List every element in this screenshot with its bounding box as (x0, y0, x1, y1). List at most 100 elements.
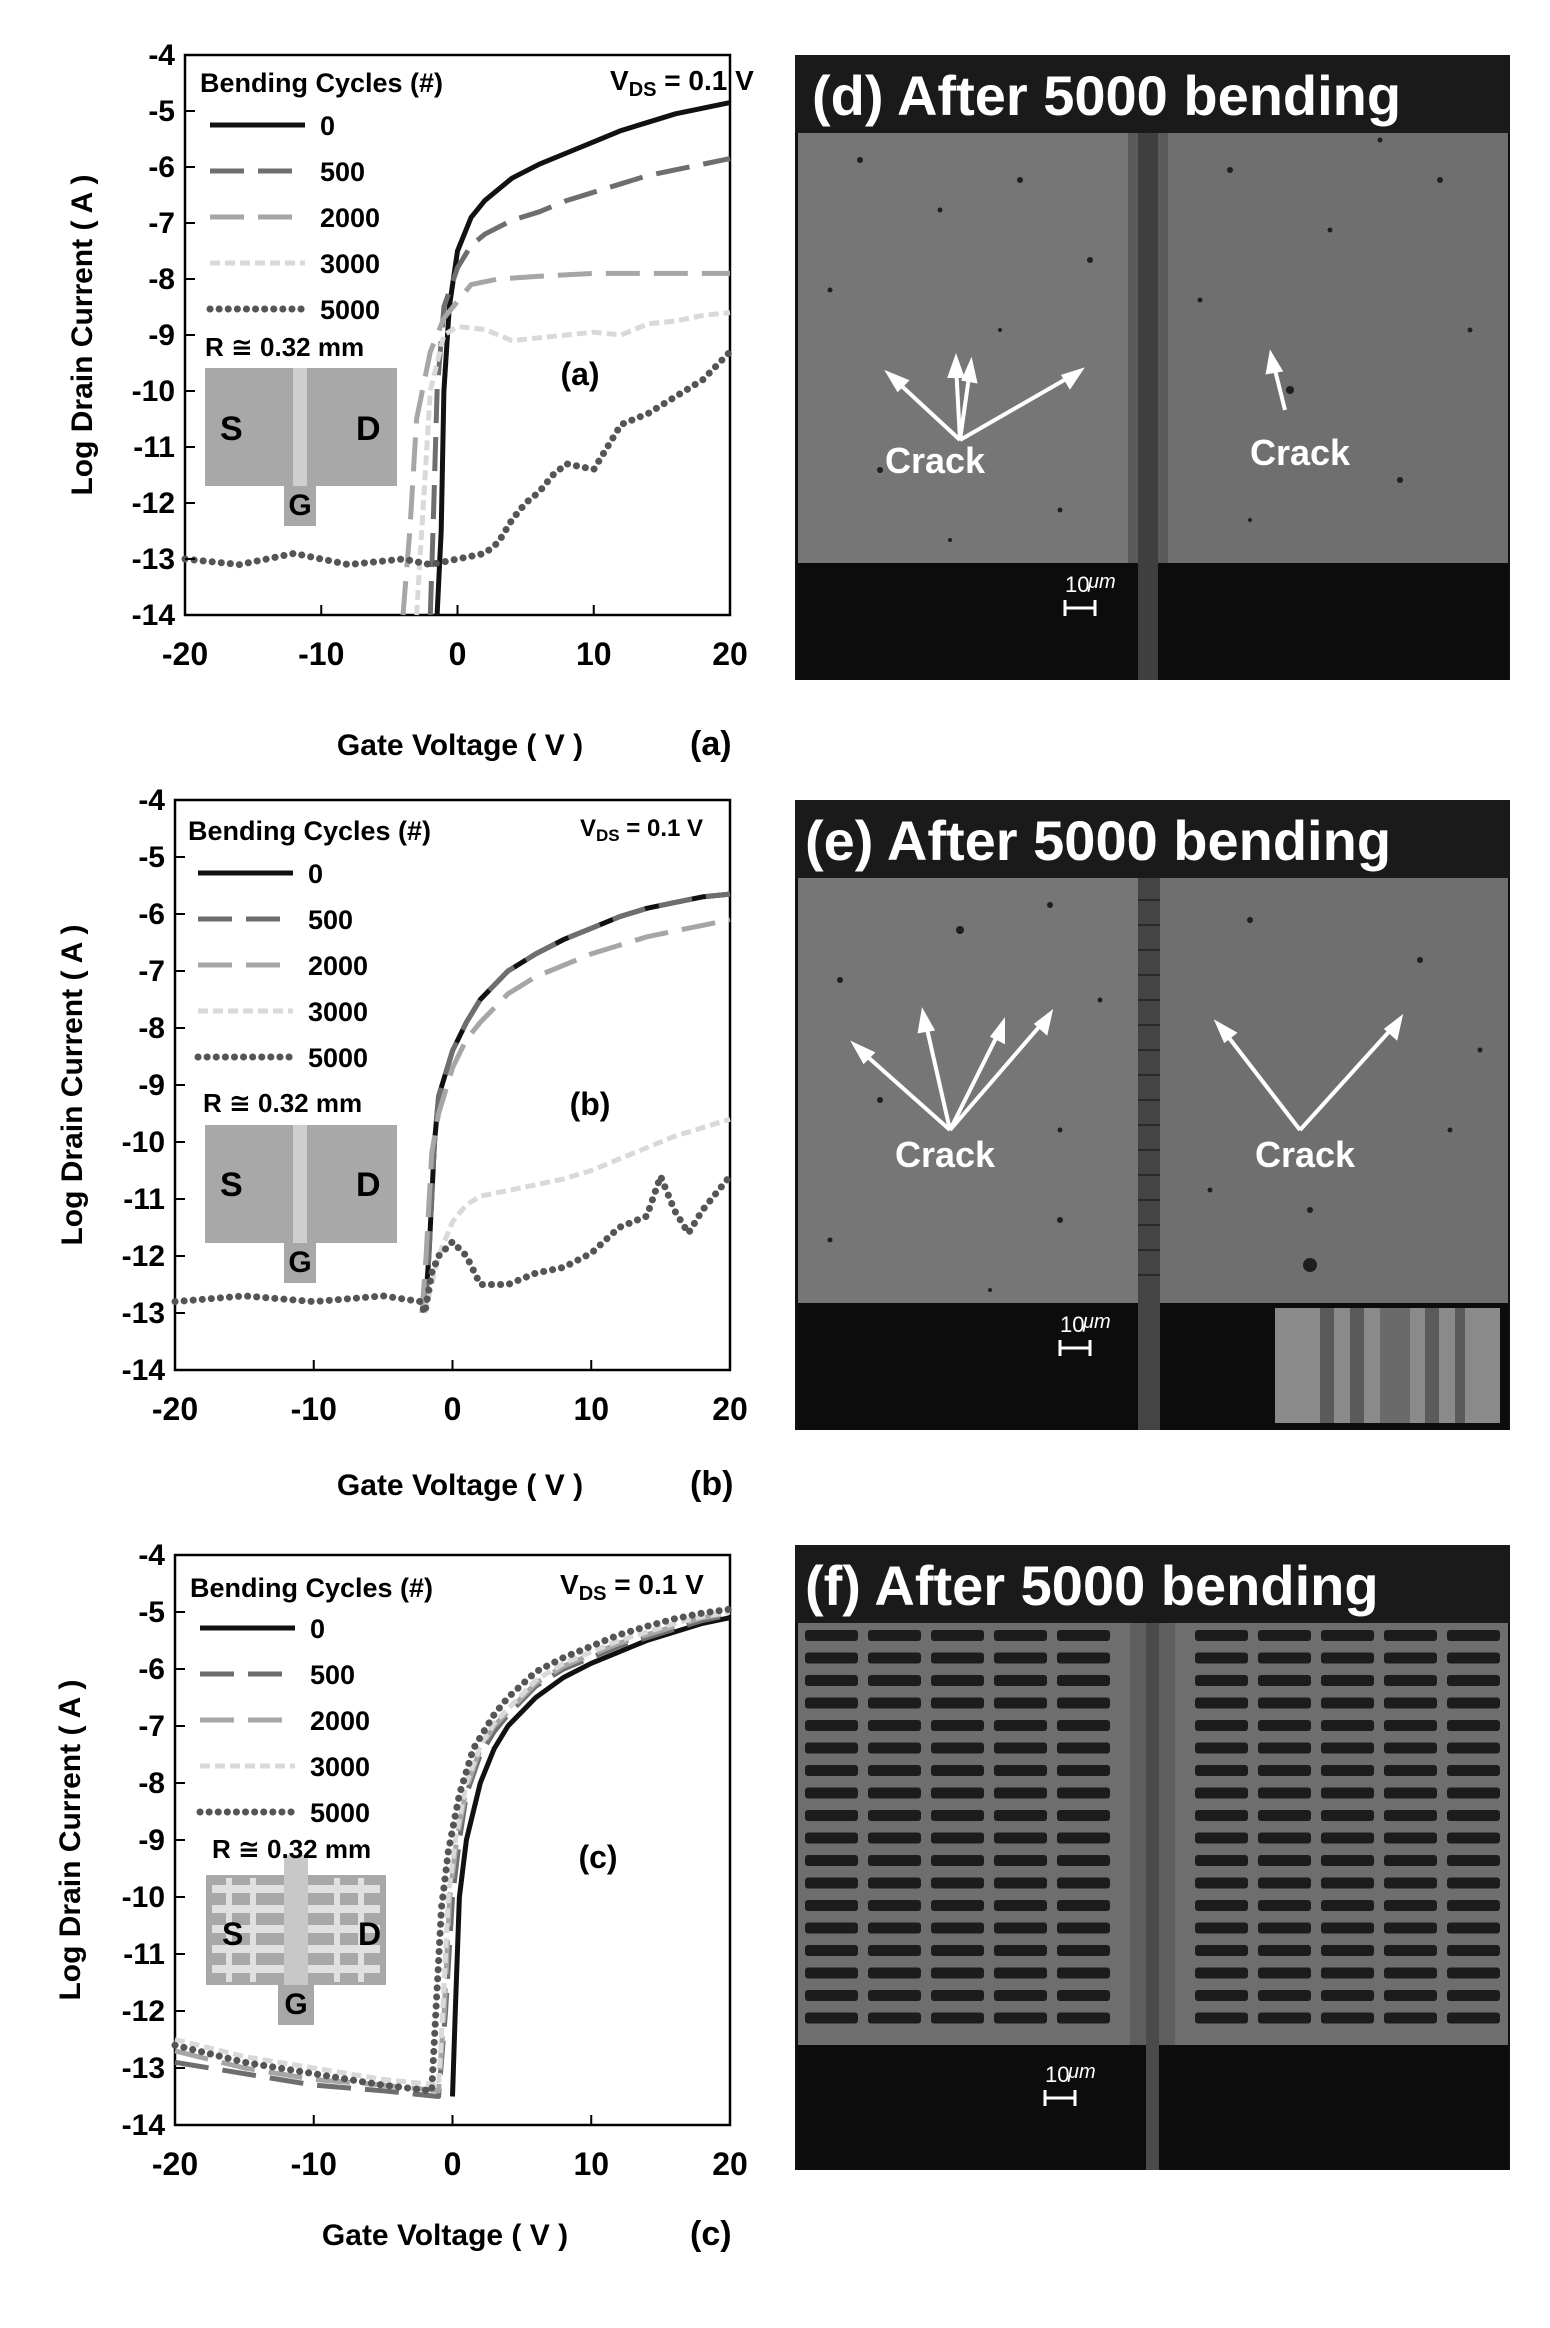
x-tick-label: 20 (712, 636, 748, 672)
x-tick-label: 10 (576, 636, 612, 672)
mesh-slot (994, 1855, 1047, 1866)
mesh-slot (1447, 1877, 1500, 1889)
mesh-slot (805, 1832, 858, 1844)
mesh-slot (1321, 1675, 1374, 1686)
mesh-slot (1447, 1945, 1500, 1956)
micrograph-title: (d) After 5000 bending (812, 64, 1401, 127)
mesh-slot (1258, 1990, 1311, 2001)
y-tick-label: -5 (138, 841, 165, 874)
inset-drain-label: D (356, 410, 381, 448)
channel-ripple (1138, 899, 1160, 1276)
mesh-slot (1258, 1967, 1311, 1979)
legend-label-0: 0 (308, 859, 323, 889)
mesh-slot (868, 1630, 921, 1641)
y-tick-label: -11 (123, 1183, 165, 1216)
mesh-slot (805, 1945, 858, 1956)
title-bar (795, 55, 1510, 133)
mesh-slot (1384, 1652, 1437, 1664)
mesh-slot (1258, 1877, 1311, 1889)
mesh-slot (931, 2012, 984, 2024)
drain-electrode (1158, 133, 1508, 563)
x-axis-label: Gate Voltage ( V ) (337, 729, 583, 762)
mesh-slot (994, 1675, 1047, 1686)
y-tick-label: -8 (138, 1012, 165, 1045)
y-tick-label: -12 (132, 487, 175, 520)
mesh-slot (994, 1630, 1047, 1641)
scale-label: 10 (1065, 572, 1089, 597)
scale-label: 10 (1045, 2062, 1069, 2087)
mesh-slot (1321, 1765, 1374, 1776)
mesh-slot (868, 1787, 921, 1799)
mesh-slot (931, 1967, 984, 1979)
mesh-slot (868, 1922, 921, 1934)
mesh-slot (1195, 1990, 1248, 2001)
mesh-slot (1447, 1990, 1500, 2001)
crack-arrows-left (850, 1007, 1054, 1132)
mesh-slot (805, 1967, 858, 1979)
mesh-slot (1258, 1742, 1311, 1754)
inset-source-label: S (220, 1166, 243, 1204)
mesh-slot (994, 1742, 1047, 1754)
mesh-slot (1195, 1945, 1248, 1956)
mesh-slot (1384, 1877, 1437, 1889)
y-tick-label: -7 (138, 1710, 165, 1743)
mesh-slot (1384, 1765, 1437, 1776)
crack-label-left: Crack (895, 1134, 996, 1175)
mesh-slot (1057, 1652, 1110, 1664)
mesh-slot (994, 1832, 1047, 1844)
bottom-pad (798, 1303, 1138, 1430)
legend-label-5000: 5000 (310, 1798, 370, 1828)
mesh-slot (931, 1720, 984, 1731)
y-tick-label: -4 (148, 39, 175, 72)
mesh-slot (931, 1765, 984, 1776)
x-tick-label: 0 (449, 636, 467, 672)
x-tick-label: -10 (291, 1391, 337, 1427)
series-line-5000 (181, 348, 734, 569)
y-tick-label: -5 (148, 95, 175, 128)
vds-v: V (560, 1569, 579, 1600)
legend-title: Bending Cycles (#) (190, 1573, 433, 1603)
mesh-slot (1195, 1630, 1248, 1641)
mesh-slot (805, 1765, 858, 1776)
panel-tag: (b) (690, 1465, 733, 1503)
mesh-slot (931, 1630, 984, 1641)
mesh-slot (994, 1787, 1047, 1799)
mesh-slot (1195, 1765, 1248, 1776)
y-tick-label: -4 (138, 784, 165, 817)
mesh-slot (868, 1990, 921, 2001)
mesh-slot (1057, 1832, 1110, 1844)
mesh-slot (805, 1630, 858, 1641)
mesh-slot (868, 1810, 921, 1821)
x-tick-label: 20 (712, 1391, 748, 1427)
mesh-slot (1195, 1720, 1248, 1731)
mesh-slot (931, 1652, 984, 1664)
panel-label: (a) (560, 356, 599, 392)
scale-unit: μm (1082, 1311, 1111, 1333)
title-bar (795, 800, 1510, 878)
vds-value: = 0.1 V (606, 1569, 704, 1600)
scale-label: 10 (1060, 1312, 1084, 1337)
mesh-slot (1321, 1990, 1374, 2001)
mesh-slot (1384, 1990, 1437, 2001)
x-tick-label: -20 (152, 2146, 198, 2182)
mesh-slot (1447, 1900, 1500, 1911)
x-tick-label: -10 (291, 2146, 337, 2182)
legend-entries: 0 500 2000 3000 5000 (196, 1614, 370, 1828)
mesh-slot (1057, 1990, 1110, 2001)
mesh-slot (1258, 2012, 1311, 2024)
mesh-slot (1384, 1675, 1437, 1686)
legend-label-3000: 3000 (320, 249, 380, 279)
legend-label-5000: 5000 (308, 1043, 368, 1073)
mesh-slot (805, 1675, 858, 1686)
mesh-slot (1057, 1900, 1110, 1911)
mesh-slot (868, 1652, 921, 1664)
y-axis-label: Log Drain Current ( A ) (54, 1679, 87, 2000)
mesh-slot (1384, 1967, 1437, 1979)
chart-panel-c: S D G -4 -5 -6 -7 -8 -9 -10 -11 -12 -13 -14 -20 -10 0… (54, 1539, 748, 2253)
mesh-slot (805, 1810, 858, 1821)
inset-drain-label: D (358, 1916, 381, 1952)
radius-label: R ≅ 0.32 mm (205, 332, 364, 362)
mesh-slot (1447, 1922, 1500, 1934)
mesh-slot (931, 1877, 984, 1889)
mesh-slot (1057, 1967, 1110, 1979)
